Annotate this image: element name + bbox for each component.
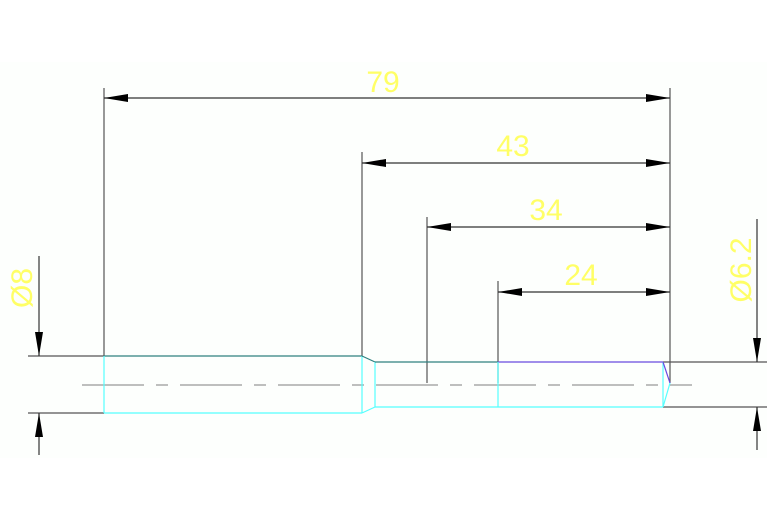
- dimension-24: 24: [498, 259, 670, 296]
- dimension-43-label: 43: [496, 130, 529, 163]
- extension-lines: [28, 88, 767, 414]
- dimension-diameter-6-2-label: Ø6.2: [725, 237, 758, 302]
- dimension-79: 79: [104, 66, 670, 102]
- drawing-area: [0, 62, 767, 458]
- dimension-34: 34: [427, 194, 670, 231]
- dimension-79-label: 79: [366, 66, 399, 99]
- dimension-diameter-8-label: Ø8: [6, 268, 39, 308]
- shaft-part: [103, 355, 671, 414]
- dimension-diameter-6-2: Ø6.2: [725, 219, 761, 450]
- dimension-24-label: 24: [564, 259, 597, 292]
- dimension-43: 43: [362, 130, 670, 167]
- dimension-diameter-8: Ø8: [6, 256, 43, 455]
- dimension-34-label: 34: [529, 194, 562, 227]
